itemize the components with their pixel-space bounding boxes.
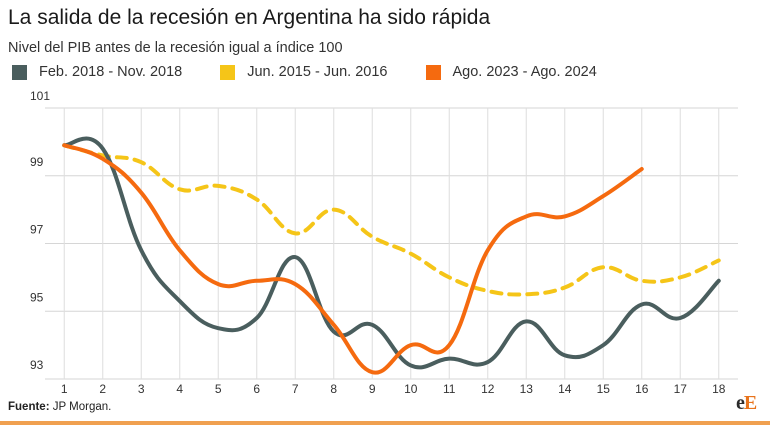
x-tick-label: 9 (369, 382, 376, 396)
legend-label-2: Jun. 2015 - Jun. 2016 (247, 64, 388, 80)
x-tick-label: 16 (635, 382, 649, 396)
x-tick-label: 8 (330, 382, 337, 396)
x-tick-label: 3 (138, 382, 145, 396)
x-tick-label: 7 (292, 382, 299, 396)
x-tick-label: 11 (443, 382, 456, 396)
legend-label-3: Ago. 2023 - Ago. 2024 (452, 64, 597, 80)
legend-label-1: Feb. 2018 - Nov. 2018 (39, 64, 183, 80)
y-tick-label: 99 (30, 155, 44, 169)
chart-subtitle: Nivel del PIB antes de la recesión igual… (8, 40, 343, 56)
brand-logo: eE (736, 392, 757, 414)
y-tick-label: 101 (30, 89, 50, 103)
chart-title: La salida de la recesión en Argentina ha… (8, 6, 491, 29)
x-tick-label: 14 (558, 382, 572, 396)
source-label: Fuente: (8, 401, 50, 413)
x-tick-label: 17 (674, 382, 688, 396)
x-tick-label: 1 (61, 382, 68, 396)
legend: Feb. 2018 - Nov. 2018 Jun. 2015 - Jun. 2… (12, 64, 635, 80)
x-tick-label: 12 (481, 382, 495, 396)
legend-swatch-3 (425, 64, 441, 80)
x-tick-label: 18 (712, 382, 726, 396)
x-tick-label: 13 (520, 382, 534, 396)
legend-swatch-1 (12, 64, 27, 80)
x-tick-label: 5 (215, 382, 222, 396)
x-tick-label: 4 (176, 382, 183, 396)
series-line-2 (62, 143, 721, 297)
legend-item-1: Feb. 2018 - Nov. 2018 (12, 64, 182, 80)
x-tick-label: 15 (597, 382, 611, 396)
source-note: Fuente: JP Morgan. (8, 401, 111, 413)
y-tick-label: 93 (30, 358, 44, 372)
source-text: JP Morgan. (49, 401, 112, 413)
y-tick-label: 97 (30, 223, 44, 237)
series-line-1 (62, 136, 721, 370)
legend-item-2: Jun. 2015 - Jun. 2016 (220, 64, 388, 80)
bottom-accent-bar (0, 421, 770, 425)
legend-swatch-2 (220, 64, 236, 80)
x-tick-label: 6 (253, 382, 260, 396)
y-tick-label: 95 (30, 290, 44, 304)
legend-item-3: Ago. 2023 - Ago. 2024 (425, 64, 597, 80)
x-tick-label: 2 (99, 382, 106, 396)
series-line-3 (62, 143, 644, 375)
x-tick-label: 10 (404, 382, 418, 396)
